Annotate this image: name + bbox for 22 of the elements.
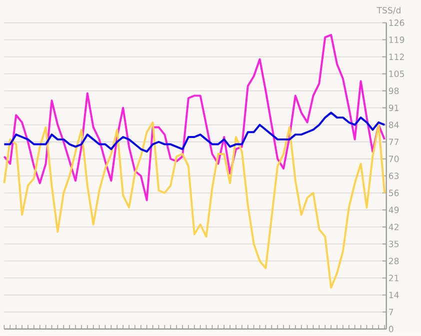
y-tick-label: 63: [388, 172, 399, 180]
y-tick-label: 35: [389, 240, 399, 248]
line-series: [3, 122, 386, 289]
y-tick-label: 112: [389, 54, 404, 60]
y-tick-label: 0: [388, 326, 394, 332]
y-tick-label: 14: [389, 292, 399, 298]
y-tick-label: 84: [388, 122, 399, 128]
y-tick-label: 119: [389, 36, 404, 44]
y-tick-label: 49: [388, 206, 399, 214]
y-tick-label: 126: [389, 20, 404, 26]
line-series: [3, 34, 386, 202]
y-tick-label: 7: [389, 309, 394, 316]
y-tick-label: 77: [389, 138, 399, 146]
y-axis-title: TSS/d: [376, 7, 400, 14]
y-tick-label: 91: [388, 104, 398, 112]
y-tick-label: 21: [388, 274, 398, 282]
y-tick-label: 70: [389, 156, 399, 162]
y-tick-label: 42: [388, 224, 398, 230]
y-tick-label: 98: [388, 88, 399, 94]
y-tick-label: 28: [388, 258, 399, 264]
y-tick-label: 105: [389, 70, 404, 78]
y-tick-label: 56: [389, 190, 399, 196]
